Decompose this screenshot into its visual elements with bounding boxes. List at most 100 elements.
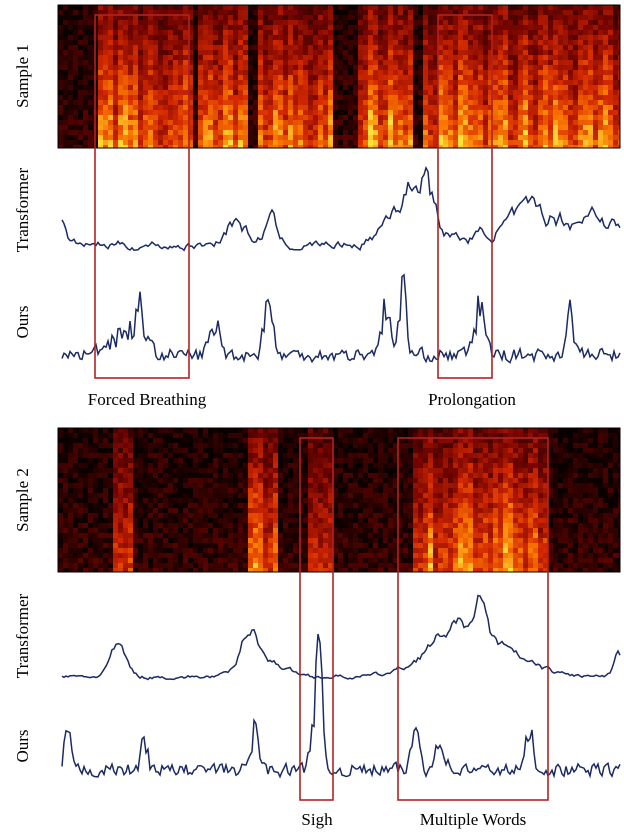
spectrogram-cell [158, 553, 163, 558]
spectrogram-cell [168, 473, 173, 478]
spectrogram-cell [253, 115, 258, 120]
spectrogram-cell [228, 70, 233, 75]
spectrogram-cell [573, 95, 578, 100]
spectrogram-cell [103, 55, 108, 60]
spectrogram-cell [233, 528, 238, 533]
spectrogram-cell [538, 35, 543, 40]
spectrogram-cell [68, 523, 73, 528]
spectrogram-cell [428, 135, 433, 140]
spectrogram-cell [233, 508, 238, 513]
spectrogram-cell [113, 518, 118, 523]
spectrogram-cell [348, 45, 353, 50]
spectrogram-cell [388, 60, 393, 65]
spectrogram-cell [468, 105, 473, 110]
spectrogram-cell [408, 140, 413, 145]
spectrogram-cell [78, 105, 83, 110]
spectrogram-cell [188, 508, 193, 513]
spectrogram-cell [153, 523, 158, 528]
spectrogram-cell [173, 438, 178, 443]
spectrogram-cell [333, 85, 338, 90]
spectrogram-cell [218, 20, 223, 25]
spectrogram-cell [238, 553, 243, 558]
spectrogram-cell [63, 105, 68, 110]
spectrogram-cell [208, 568, 213, 572]
spectrogram-cell [133, 45, 138, 50]
spectrogram-cell [243, 70, 248, 75]
spectrogram-cell [418, 95, 423, 100]
spectrogram-cell [223, 493, 228, 498]
spectrogram-cell [168, 55, 173, 60]
spectrogram-cell [473, 70, 478, 75]
spectrogram-cell [353, 10, 358, 15]
spectrogram-cell [153, 80, 158, 85]
spectrogram-cell [423, 55, 428, 60]
spectrogram-cell [613, 125, 618, 130]
spectrogram-cell [318, 135, 323, 140]
spectrogram-cell [448, 105, 453, 110]
spectrogram-cell [373, 35, 378, 40]
spectrogram-cell [283, 125, 288, 130]
spectrogram-cell [213, 105, 218, 110]
spectrogram-cell [113, 443, 118, 448]
spectrogram-cell [458, 90, 463, 95]
spectrogram-cell [213, 568, 218, 572]
spectrogram-cell [183, 110, 188, 115]
spectrogram-cell [163, 523, 168, 528]
spectrogram-cell [333, 60, 338, 65]
spectrogram-cell [178, 30, 183, 35]
spectrogram-cell [83, 120, 88, 125]
spectrogram-cell [188, 538, 193, 543]
spectrogram-cell [138, 448, 143, 453]
spectrogram-cell [573, 5, 578, 10]
spectrogram-cell [198, 513, 203, 518]
spectrogram-cell [63, 568, 68, 572]
spectrogram-cell [63, 483, 68, 488]
spectrogram-cell [418, 120, 423, 125]
spectrogram-cell [183, 438, 188, 443]
spectrogram-cell [578, 65, 583, 70]
spectrogram-cell [213, 115, 218, 120]
spectrogram-cell [523, 35, 528, 40]
spectrogram-cell [173, 135, 178, 140]
spectrogram-cell [173, 533, 178, 538]
spectrogram-cell [173, 453, 178, 458]
spectrogram-cell [518, 140, 523, 145]
spectrogram-cell [338, 140, 343, 145]
spectrogram-cell [423, 65, 428, 70]
spectrogram-cell [583, 5, 588, 10]
spectrogram-cell [428, 130, 433, 135]
spectrogram-cell [118, 135, 123, 140]
spectrogram-cell [133, 548, 138, 553]
spectrogram-cell [153, 45, 158, 50]
spectrogram-cell [478, 65, 483, 70]
spectrogram-cell [443, 120, 448, 125]
spectrogram-cell [98, 508, 103, 513]
spectrogram-cell [608, 15, 613, 20]
spectrogram-cell [218, 448, 223, 453]
spectrogram-cell [158, 498, 163, 503]
spectrogram-cell [248, 528, 253, 533]
spectrogram-cell [268, 448, 273, 453]
spectrogram-cell [178, 75, 183, 80]
spectrogram-cell [248, 45, 253, 50]
spectrogram-cell [193, 528, 198, 533]
spectrogram-cell [133, 135, 138, 140]
spectrogram-cell [83, 100, 88, 105]
spectrogram-cell [518, 80, 523, 85]
spectrogram-cell [138, 568, 143, 572]
spectrogram-cell [398, 35, 403, 40]
spectrogram-cell [138, 95, 143, 100]
spectrogram-cell [118, 95, 123, 100]
spectrogram-cell [273, 95, 278, 100]
spectrogram-cell [143, 115, 148, 120]
spectrogram-cell [343, 428, 348, 433]
spectrogram-cell [223, 90, 228, 95]
spectrogram-cell [613, 140, 618, 145]
spectrogram-cell [278, 513, 283, 518]
spectrogram-cell [58, 120, 63, 125]
spectrogram-cell [148, 115, 153, 120]
spectrogram-cell [463, 25, 468, 30]
spectrogram-cell [303, 115, 308, 120]
spectrogram-cell [348, 443, 353, 448]
spectrogram-cell [103, 125, 108, 130]
